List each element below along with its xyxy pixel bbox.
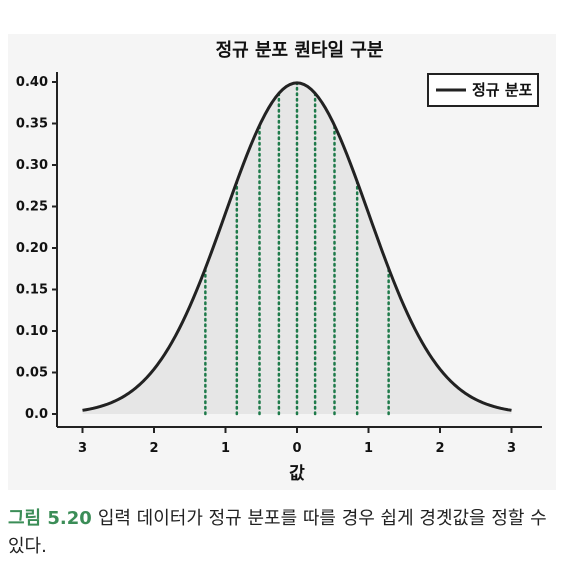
y-tick-label: 0.0: [25, 407, 48, 422]
y-tick-label: 0.10: [16, 324, 48, 339]
x-tick-label: 1: [364, 441, 373, 456]
y-tick-label: 0.35: [16, 117, 48, 132]
x-tick-label: 0: [292, 441, 301, 456]
series-line-normal: [82, 81, 512, 412]
chart-figure: 0.0 0.05 0.10 0.15 0.20 0.25 0.30 0.35 0.40 3 2 1 0 1…: [8, 34, 556, 490]
legend-label: 정규 분포: [472, 81, 533, 99]
y-tick-label: 0.15: [16, 283, 48, 298]
x-axis-label: 값: [289, 464, 305, 484]
caption-figure-number: 그림 5.20: [8, 508, 92, 529]
x-tick-label: 2: [149, 441, 158, 456]
y-tick-label: 0.40: [16, 75, 48, 90]
y-tick-label: 0.25: [16, 200, 48, 215]
x-tick-label: 3: [78, 441, 87, 456]
y-tick-label: 0.30: [16, 158, 48, 173]
x-tick-label: 3: [507, 441, 516, 456]
caption-text: 입력 데이터가 정규 분포를 따를 경우 쉽게 경곗값을 정할 수 있다.: [8, 508, 547, 557]
y-tick-label: 0.05: [16, 366, 48, 381]
x-tick-label: 2: [435, 441, 444, 456]
y-tick-label: 0.20: [16, 241, 48, 256]
x-tick-label: 1: [221, 441, 230, 456]
figure-caption: 그림 5.20 입력 데이터가 정규 분포를 따를 경우 쉽게 경곗값을 정할 수…: [8, 505, 560, 561]
chart-svg: 0.0 0.05 0.10 0.15 0.20 0.25 0.30 0.35 0.40 3 2 1 0 1…: [16, 40, 542, 484]
chart-title: 정규 분포 퀀타일 구분: [216, 40, 384, 61]
